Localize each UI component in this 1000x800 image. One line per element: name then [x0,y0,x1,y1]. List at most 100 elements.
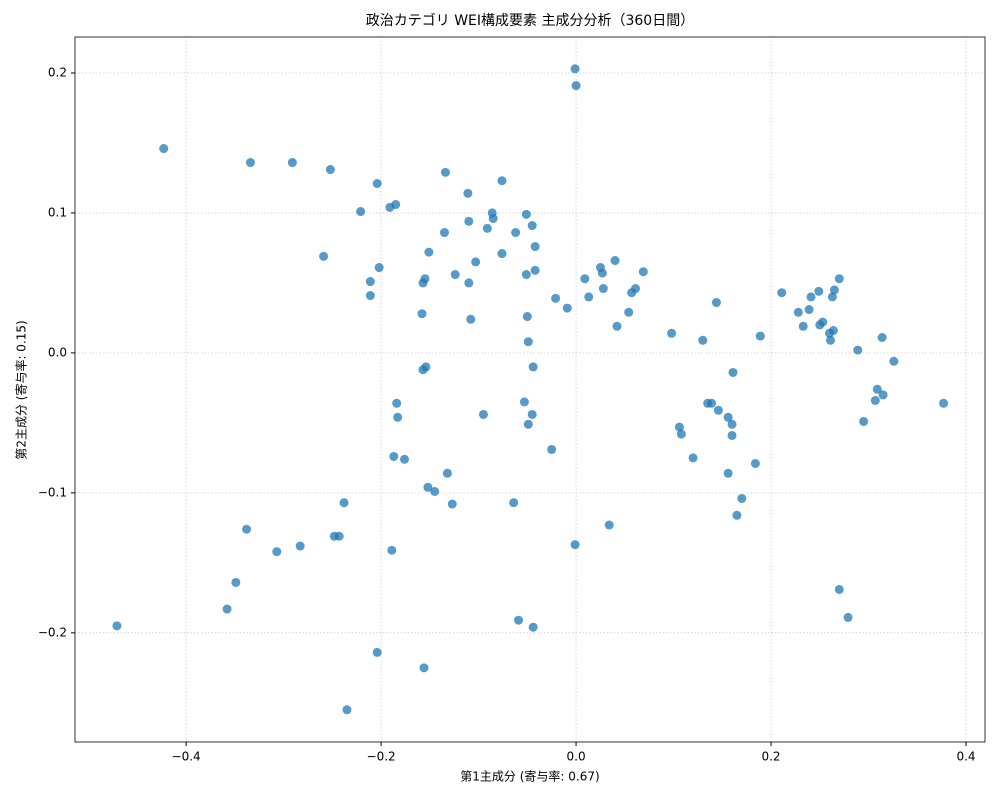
point [843,612,853,622]
x-axis-label: 第1主成分 (寄与率: 0.67) [460,769,599,784]
point [389,451,399,461]
point [514,615,524,625]
point [488,214,498,224]
point [325,165,335,175]
point [528,622,538,632]
point [511,228,521,238]
chart-title: 政治カテゴリ WEI構成要素 主成分分析（360日間） [366,12,694,29]
point [464,216,474,226]
point [440,167,450,177]
point [245,158,255,168]
point [597,268,607,278]
point [423,482,433,492]
point [522,312,532,322]
point [521,270,531,280]
point [523,337,533,347]
point [853,345,863,355]
x-tick-label: 0.0 [567,750,586,764]
point [825,335,835,345]
point [829,285,839,295]
point [365,277,375,287]
point [466,314,476,324]
point [527,409,537,419]
point [442,468,452,478]
y-tick-label: 0.1 [48,205,67,219]
point [604,520,614,530]
point [584,292,594,302]
y-tick-label: −0.1 [38,485,67,499]
point [713,405,723,415]
point [418,278,428,288]
point [356,207,366,217]
point [834,584,844,594]
point [570,64,580,74]
point [372,179,382,189]
point [732,510,742,520]
point [571,81,581,91]
point [497,249,507,259]
point [521,209,531,219]
point [231,577,241,587]
y-tick-label: 0.0 [48,345,67,359]
x-tick-label: −0.4 [172,750,201,764]
point [727,430,737,440]
point [711,298,721,308]
point [878,390,888,400]
point [450,270,460,280]
point [319,251,329,261]
point [870,395,880,405]
point [295,541,305,551]
point [430,486,440,496]
point [339,498,349,508]
point [222,604,232,614]
point [523,419,533,429]
point [399,454,409,464]
point [447,499,457,509]
point [482,223,492,233]
point [527,221,537,231]
point [825,328,835,338]
point [688,453,698,463]
point [806,292,816,302]
point [889,356,899,366]
point [737,493,747,503]
point [418,365,428,375]
point [610,256,620,266]
point [815,320,825,330]
point [393,412,403,422]
x-tick-label: 0.2 [761,750,780,764]
point [497,176,507,186]
point [939,398,949,408]
point [272,547,282,557]
point [834,274,844,284]
point [385,202,395,212]
point [439,228,449,238]
point [287,158,297,168]
point [598,284,608,294]
point [424,247,434,257]
point [374,263,384,273]
point [827,292,837,302]
point [755,331,765,341]
point [478,409,488,419]
x-tick-label: 0.4 [956,750,975,764]
plot-frame [74,36,986,743]
point [728,367,738,377]
point [570,540,580,550]
point [676,429,686,439]
point [804,305,814,315]
point [627,288,637,298]
point [750,458,760,468]
point [698,335,708,345]
point [612,321,622,331]
point [777,288,787,298]
point [463,188,473,198]
point [530,242,540,252]
point [798,321,808,331]
point [159,144,169,154]
point [872,384,882,394]
y-tick-label: 0.2 [48,65,67,79]
point [580,274,590,284]
point [624,307,634,317]
